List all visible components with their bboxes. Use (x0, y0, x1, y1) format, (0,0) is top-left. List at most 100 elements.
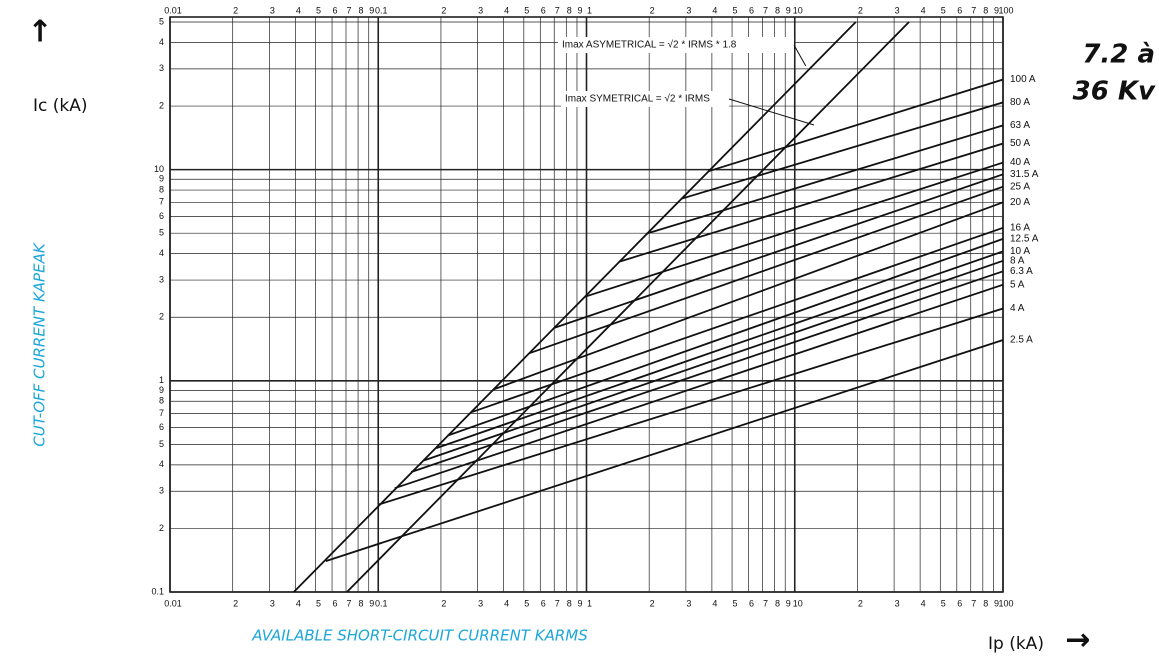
x-tick-label: 4 (921, 598, 926, 608)
y-tick-label: 7 (159, 197, 164, 207)
series-label: 6.3 A (1010, 266, 1033, 277)
x-tick-label: 10 (793, 598, 803, 608)
x-tick-label: 7 (346, 5, 351, 15)
x-tick-label: 4 (921, 5, 926, 15)
x-tick-label: 0.01 (164, 598, 182, 608)
y-tick-label: 9 (159, 385, 164, 395)
curve (325, 339, 1003, 562)
x-tick-label: 2 (858, 5, 863, 15)
curve (447, 238, 1003, 437)
annotation: Imax SYMETRICAL = √2 * IRMS (565, 93, 710, 105)
x-tick-label: 8 (567, 598, 572, 608)
x-tick-label: 5 (941, 598, 946, 608)
x-tick-label: 8 (775, 5, 780, 15)
series-label: 12.5 A (1010, 234, 1039, 245)
x-tick-label: 8 (359, 598, 364, 608)
x-tick-label: 0.01 (164, 5, 182, 15)
x-tick-label: 2 (233, 5, 238, 15)
curve (553, 173, 1003, 329)
curve (410, 270, 1003, 473)
x-tick-label: 9 (577, 598, 582, 608)
series-label: 8 A (1010, 255, 1025, 266)
x-tick-label: 3 (686, 5, 691, 15)
series-label: 63 A (1010, 120, 1030, 131)
x-tick-label: 2 (650, 598, 655, 608)
y-tick-label: 8 (159, 184, 164, 194)
y-tick-label: 4 (159, 459, 164, 469)
x-tick-label: 6 (749, 5, 754, 15)
series-label: 20 A (1010, 197, 1030, 208)
x-tick-label: 6 (957, 5, 962, 15)
x-tick-label: 3 (270, 5, 275, 15)
right-arrow: → (1065, 623, 1090, 656)
x-tick-label: 3 (478, 598, 483, 608)
x-tick-label: 1 (587, 598, 592, 608)
x-tick-label: 3 (686, 598, 691, 608)
x-tick-label: 5 (316, 598, 321, 608)
curve (492, 201, 1003, 391)
x-tick-label: 8 (567, 5, 572, 15)
y-tick-label: 7 (159, 408, 164, 418)
curve (346, 21, 910, 592)
x-tick-label: 4 (504, 598, 509, 608)
x-tick-label: 7 (346, 598, 351, 608)
y-tick-label: 4 (159, 248, 164, 258)
curve (394, 283, 1003, 490)
x-tick-label: 7 (971, 598, 976, 608)
y-tick-label: 9 (159, 174, 164, 184)
x-tick-label: 7 (555, 598, 560, 608)
series-label: 16 A (1010, 222, 1030, 233)
y-tick-label: 1 (159, 375, 164, 385)
curve (528, 185, 1003, 355)
x-tick-label: 0.1 (375, 598, 388, 608)
series-label: 80 A (1010, 97, 1030, 108)
series-label: 25 A (1010, 181, 1030, 192)
y-tick-label: 6 (159, 211, 164, 221)
y-tick-label: 0.1 (151, 586, 164, 596)
y-tick-label: 5 (159, 439, 164, 449)
curve (647, 124, 1003, 235)
y-tick-label: 2 (159, 523, 164, 533)
x-tick-label: 4 (712, 598, 717, 608)
x-tick-label: 8 (775, 598, 780, 608)
x-tick-label: 2 (441, 598, 446, 608)
y-tick-label: 5 (159, 228, 164, 238)
x-tick-label: 5 (316, 5, 321, 15)
x-tick-label: 9 (369, 5, 374, 15)
y-tick-label: 10 (154, 164, 164, 174)
leader (793, 44, 807, 67)
y-axis-label: CUT-OFF CURRENT KAPEAK (31, 242, 49, 447)
x-label-right: Ip (kA) (988, 634, 1044, 654)
y-tick-label: 3 (159, 486, 164, 496)
x-tick-label: 4 (296, 5, 301, 15)
x-tick-label: 10 (793, 5, 803, 15)
x-tick-label: 9 (994, 5, 999, 15)
x-axis-label: AVAILABLE SHORT-CIRCUIT CURRENT KARMS (251, 627, 588, 645)
x-tick-label: 8 (983, 598, 988, 608)
series-label: 31.5 A (1010, 169, 1039, 180)
x-tick-label: 9 (786, 598, 791, 608)
x-tick-label: 7 (763, 5, 768, 15)
x-tick-label: 7 (555, 5, 560, 15)
x-tick-label: 2 (650, 5, 655, 15)
curve (619, 142, 1003, 263)
chart-title: 36 Kv (1073, 77, 1156, 107)
x-tick-label: 9 (369, 598, 374, 608)
annotation-bg (561, 91, 729, 107)
y-tick-label: 3 (159, 63, 164, 73)
x-tick-label: 3 (895, 598, 900, 608)
series-label: 100 A (1010, 74, 1036, 85)
series-label: 10 A (1010, 246, 1030, 257)
x-tick-label: 4 (504, 5, 509, 15)
x-tick-label: 5 (733, 5, 738, 15)
series-label: 50 A (1010, 138, 1030, 149)
y-tick-label: 4 (159, 37, 164, 47)
y-tick-label: 5 (159, 16, 164, 26)
curve (436, 250, 1003, 449)
x-tick-label: 3 (478, 5, 483, 15)
x-tick-label: 1 (587, 5, 592, 15)
y-tick-label: 8 (159, 396, 164, 406)
curve (708, 78, 1003, 173)
x-tick-label: 8 (359, 5, 364, 15)
